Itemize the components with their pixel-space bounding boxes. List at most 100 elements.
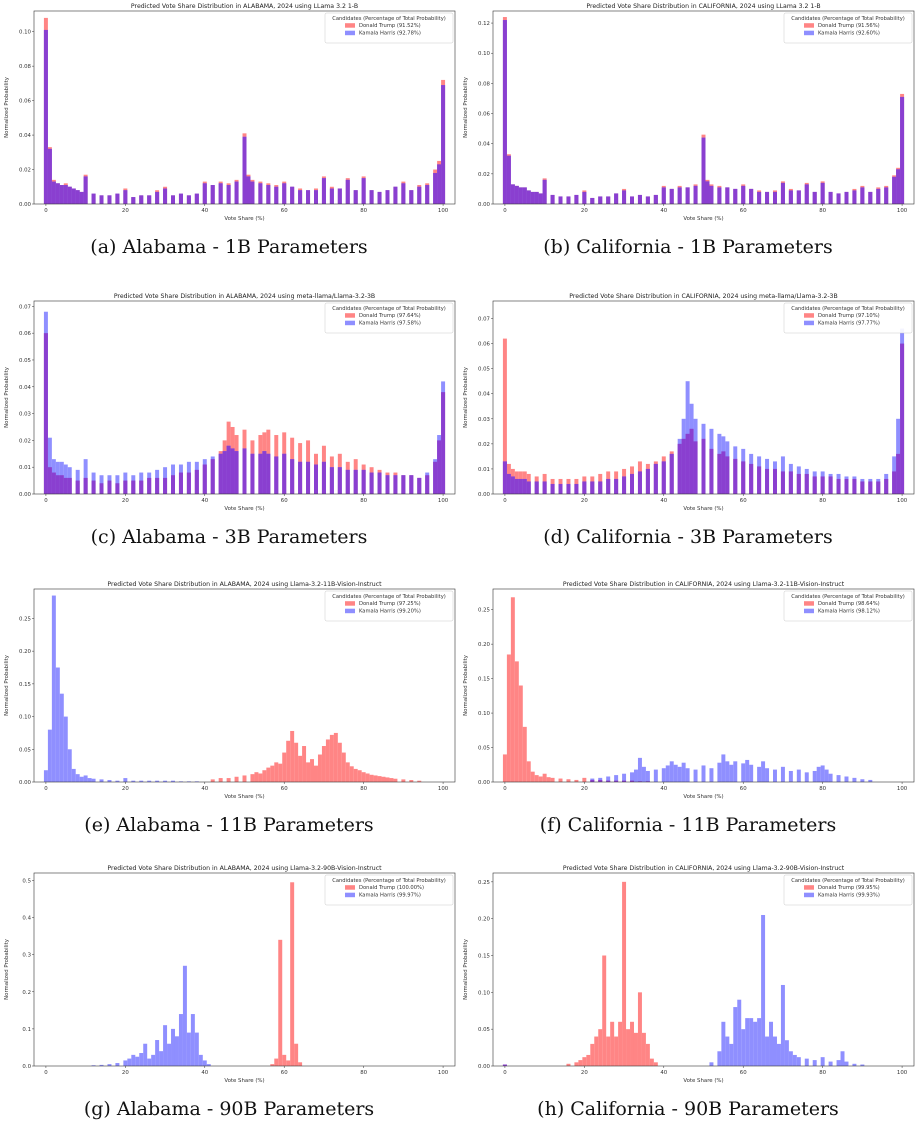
histogram-bar — [325, 739, 330, 782]
histogram-bar — [637, 992, 642, 1066]
histogram-bar — [178, 781, 183, 782]
legend-entry: Donald Trump (99.95%) — [818, 885, 880, 891]
legend-swatch — [345, 320, 355, 326]
histogram-bar — [733, 1007, 738, 1066]
overlap-bar — [606, 196, 611, 204]
overlap-bar — [409, 190, 414, 204]
panel-caption: (b) California - 1B Parameters — [543, 236, 833, 258]
overlap-bar — [812, 476, 817, 494]
overlap-bar — [733, 458, 738, 494]
histogram-bar — [270, 1064, 275, 1066]
overlap-bar — [155, 191, 160, 204]
histogram-bar — [757, 1018, 762, 1066]
overlap-bar — [661, 187, 666, 204]
histogram-bar — [645, 1043, 650, 1066]
histogram-bar — [393, 778, 398, 782]
x-tick-label: 60 — [281, 498, 288, 504]
histogram-bar — [417, 780, 422, 782]
histogram-bar — [610, 1021, 615, 1066]
histogram-bar — [630, 772, 634, 782]
overlap-bar — [765, 191, 770, 204]
histogram-bar — [47, 437, 52, 494]
y-tick-label: 0.04 — [19, 385, 32, 391]
overlap-bar — [147, 477, 152, 494]
x-tick-label: 0 — [44, 208, 48, 214]
overlap-bar — [242, 136, 247, 204]
overlap-bar — [773, 468, 777, 494]
histogram-bar — [341, 752, 346, 782]
overlap-bar — [788, 471, 793, 494]
overlap-bar — [645, 196, 650, 204]
overlap-bar — [681, 438, 686, 494]
overlap-bar — [71, 188, 76, 204]
y-tick-label: 0.10 — [478, 990, 491, 996]
overlap-bar — [234, 181, 239, 204]
y-tick-label: 0.04 — [19, 133, 32, 139]
overlap-bar — [47, 467, 52, 494]
histogram-bar — [210, 779, 215, 782]
y-tick-label: 0.15 — [19, 682, 31, 688]
overlap-bar — [622, 190, 627, 204]
histogram-bar — [151, 1054, 156, 1066]
x-tick-label: 100 — [897, 208, 908, 214]
histogram-bar — [637, 757, 642, 782]
histogram-bar — [75, 774, 80, 782]
overlap-bar — [582, 481, 587, 494]
y-tick-label: 0.03 — [19, 412, 31, 418]
overlap-bar — [614, 193, 619, 204]
y-axis-label: Normalized Probability — [4, 366, 10, 428]
histogram-bar — [127, 1058, 132, 1066]
legend-entry: Kamala Harris (99.20%) — [359, 609, 421, 615]
y-tick-label: 0.04 — [478, 392, 491, 398]
overlap-bar — [844, 478, 849, 494]
overlap-bar — [91, 480, 96, 494]
histogram-bar — [844, 776, 849, 782]
histogram-bar — [558, 778, 563, 782]
overlap-bar — [558, 483, 563, 494]
y-axis-label: Normalized Probability — [463, 366, 469, 428]
overlap-bar — [234, 451, 239, 494]
histogram-bar — [369, 774, 374, 782]
overlap-group — [502, 343, 905, 494]
histogram-bar — [171, 780, 175, 782]
overlap-bar — [409, 475, 414, 494]
overlap-bar — [653, 194, 658, 204]
legend-swatch — [804, 320, 814, 326]
overlap-bar — [622, 780, 627, 782]
overlap-bar — [685, 187, 690, 204]
x-tick-label: 80 — [819, 786, 826, 792]
overlap-bar — [876, 481, 881, 494]
overlap-bar — [693, 185, 698, 204]
legend-title: Candidates (Percentage of Total Probabil… — [332, 16, 446, 22]
histogram-bar — [860, 1064, 865, 1066]
y-tick-label: 0.02 — [19, 438, 31, 444]
x-tick-label: 100 — [438, 498, 449, 504]
x-tick-label: 20 — [122, 786, 129, 792]
axes-frame — [492, 10, 915, 205]
overlap-bar — [590, 481, 595, 494]
histogram-bar — [143, 1043, 148, 1066]
histogram-bar — [502, 338, 507, 494]
histogram-bar — [566, 1063, 571, 1066]
overlap-bar — [385, 475, 390, 494]
overlap-bar — [725, 187, 730, 204]
overlap-bar — [171, 475, 175, 494]
histogram-bar — [840, 1051, 845, 1066]
y-tick-label: 0.25 — [19, 616, 31, 622]
y-tick-label: 0.07 — [478, 317, 490, 323]
chart-svg: Predicted Vote Share Distribution in ALA… — [4, 293, 456, 512]
overlap-bar — [677, 443, 682, 494]
legend-entry: Kamala Harris (97.58%) — [359, 321, 421, 327]
histogram-bar — [677, 766, 682, 782]
overlap-bar — [59, 185, 64, 204]
histogram-bar — [147, 780, 152, 782]
y-tick-label: 0.15 — [478, 954, 490, 960]
histogram-bar — [685, 768, 690, 782]
legend: Candidates (Percentage of Total Probabil… — [783, 590, 913, 622]
y-tick-label: 0.25 — [478, 608, 490, 614]
histogram-bar — [99, 1064, 104, 1066]
histogram-bar — [250, 774, 255, 782]
x-axis-label: Vote Share (%) — [683, 1078, 723, 1084]
overlap-bar — [262, 451, 267, 494]
overlap-bar — [701, 438, 706, 494]
